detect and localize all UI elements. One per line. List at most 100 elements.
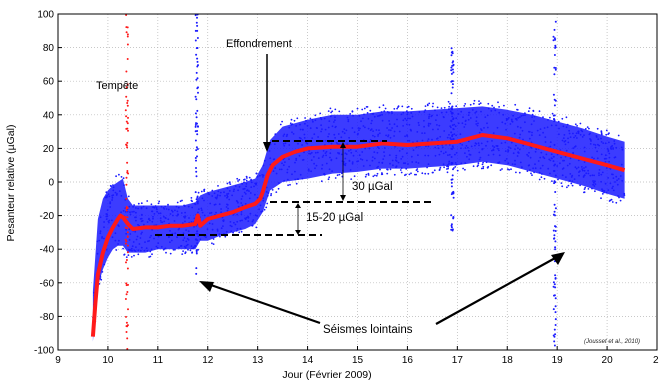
raw-point bbox=[421, 132, 423, 135]
raw-point bbox=[594, 183, 597, 186]
raw-point bbox=[293, 119, 296, 122]
raw-point bbox=[248, 176, 251, 179]
raw-point bbox=[313, 133, 316, 136]
raw-point bbox=[330, 159, 333, 162]
raw-point bbox=[191, 206, 194, 209]
raw-point bbox=[363, 113, 365, 116]
raw-point bbox=[325, 154, 327, 157]
raw-point bbox=[604, 154, 607, 157]
raw-point bbox=[308, 170, 310, 172]
spike-point bbox=[196, 201, 199, 204]
raw-point bbox=[268, 150, 271, 152]
spike-point bbox=[552, 308, 555, 311]
raw-point bbox=[340, 172, 343, 175]
raw-point bbox=[581, 130, 584, 133]
spike-point bbox=[554, 305, 557, 308]
raw-point bbox=[492, 153, 495, 156]
raw-point bbox=[344, 162, 347, 165]
raw-point bbox=[149, 219, 151, 222]
raw-point bbox=[598, 169, 601, 171]
raw-point bbox=[573, 178, 576, 181]
raw-point bbox=[504, 122, 507, 125]
raw-point bbox=[387, 135, 389, 138]
raw-point bbox=[587, 169, 589, 172]
raw-point bbox=[226, 182, 229, 185]
raw-point bbox=[105, 191, 108, 194]
raw-point bbox=[576, 125, 578, 127]
raw-point bbox=[603, 157, 606, 160]
raw-point bbox=[504, 159, 507, 162]
spike-point bbox=[127, 129, 129, 132]
raw-point bbox=[287, 184, 289, 187]
raw-point bbox=[585, 172, 588, 175]
raw-point bbox=[446, 171, 449, 174]
raw-point bbox=[615, 201, 618, 204]
raw-point bbox=[566, 186, 568, 189]
raw-point bbox=[295, 182, 298, 185]
raw-point bbox=[132, 241, 135, 243]
raw-point bbox=[112, 186, 115, 189]
spike-point bbox=[125, 321, 128, 324]
spike-point bbox=[125, 95, 128, 98]
raw-point bbox=[309, 127, 312, 130]
raw-point bbox=[223, 191, 225, 194]
raw-point bbox=[518, 136, 521, 139]
raw-point bbox=[482, 167, 485, 170]
raw-point bbox=[183, 204, 186, 207]
spike-point bbox=[195, 250, 198, 253]
raw-point bbox=[272, 170, 275, 173]
raw-point bbox=[233, 188, 236, 191]
spike-point bbox=[125, 197, 128, 200]
raw-point bbox=[505, 158, 508, 160]
raw-point bbox=[411, 115, 414, 118]
raw-point bbox=[397, 161, 400, 164]
raw-point bbox=[137, 223, 139, 226]
spike-point bbox=[554, 174, 557, 177]
raw-point bbox=[597, 138, 600, 141]
raw-point bbox=[301, 139, 304, 142]
raw-point bbox=[426, 140, 429, 143]
raw-point bbox=[608, 160, 610, 163]
raw-point bbox=[451, 124, 454, 127]
raw-point bbox=[135, 219, 137, 222]
raw-point bbox=[117, 243, 119, 245]
raw-point bbox=[337, 133, 340, 135]
spike-point bbox=[552, 281, 555, 284]
raw-point bbox=[497, 147, 499, 150]
raw-point bbox=[209, 202, 212, 205]
raw-point bbox=[273, 158, 276, 161]
raw-point bbox=[603, 191, 605, 194]
spike-point bbox=[451, 107, 453, 110]
x-tick-label: 16 bbox=[402, 355, 414, 366]
raw-point bbox=[395, 165, 398, 168]
raw-point bbox=[236, 227, 239, 230]
raw-point bbox=[517, 117, 519, 119]
raw-point bbox=[563, 134, 566, 136]
raw-point bbox=[507, 117, 510, 119]
raw-point bbox=[601, 193, 604, 195]
raw-point bbox=[569, 179, 571, 182]
raw-point bbox=[314, 167, 316, 170]
spike-point bbox=[450, 51, 453, 54]
raw-point bbox=[247, 220, 250, 223]
raw-point bbox=[534, 163, 536, 166]
raw-point bbox=[330, 142, 333, 145]
raw-point bbox=[480, 142, 483, 145]
raw-point bbox=[133, 204, 136, 206]
raw-point bbox=[136, 235, 139, 238]
spike-point bbox=[126, 325, 129, 328]
raw-point bbox=[333, 121, 335, 123]
raw-point bbox=[598, 144, 601, 147]
raw-point bbox=[455, 105, 458, 108]
raw-point bbox=[612, 177, 615, 180]
raw-point bbox=[431, 105, 434, 108]
raw-point bbox=[564, 140, 567, 142]
spike-point bbox=[196, 16, 198, 19]
raw-point bbox=[402, 111, 405, 114]
raw-point bbox=[218, 203, 221, 206]
raw-point bbox=[299, 173, 302, 176]
raw-point bbox=[386, 111, 389, 113]
raw-point bbox=[510, 141, 513, 144]
raw-point bbox=[327, 126, 330, 129]
raw-point bbox=[130, 256, 133, 258]
